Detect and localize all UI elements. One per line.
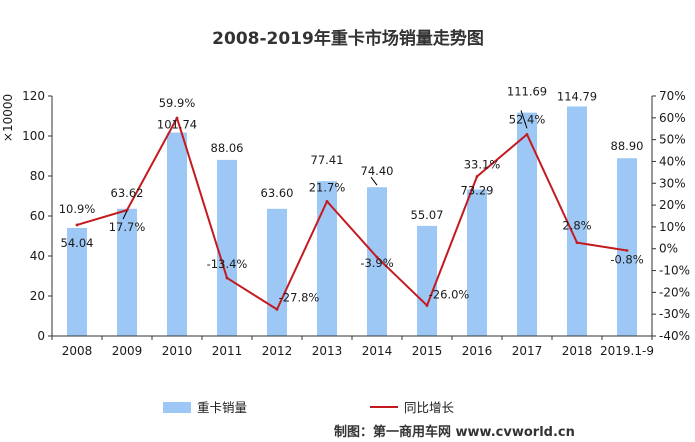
line-point <box>375 255 379 259</box>
right-tick-label: 70% <box>659 89 686 103</box>
right-y-axis: -40% -30% -20% -10% 0% 10% 20% 30% 40% 50% 60% 70% <box>651 89 690 343</box>
line-value-label: 52.4% <box>509 112 546 126</box>
chart-title: 2008-2019年重卡市场销量走势图 <box>212 28 484 49</box>
x-tick-label: 2018 <box>562 344 593 358</box>
bar <box>417 225 437 336</box>
bar <box>167 132 187 336</box>
right-tick-label: 30% <box>659 176 686 190</box>
x-tick-label: 2015 <box>412 344 443 358</box>
line-value-label: 21.7% <box>309 180 346 194</box>
bar-value-label: 74.40 <box>361 164 394 178</box>
line-point <box>425 304 429 307</box>
label-leader-line <box>370 176 378 186</box>
legend-line-label: 同比增长 <box>404 400 455 415</box>
left-tick-label: 100 <box>22 129 45 143</box>
x-tick-label: 2019.1-9 <box>600 344 654 358</box>
bar-value-label: 77.41 <box>311 153 344 167</box>
bar <box>517 112 537 337</box>
right-tick-label: 10% <box>659 220 686 234</box>
chart-source: 制图：第一商用车网 www.cvworld.cn <box>334 424 575 440</box>
x-tick-label: 2011 <box>212 344 243 358</box>
bar-value-label: 54.04 <box>61 236 94 250</box>
bar-value-label: 73.29 <box>461 183 494 197</box>
line-point <box>125 208 129 212</box>
x-tick-label: 2009 <box>112 344 143 358</box>
legend-bar-swatch <box>163 402 191 413</box>
x-tick-label: 2017 <box>512 344 543 358</box>
legend: 重卡销量 同比增长 <box>163 400 455 415</box>
line-value-label: -0.8% <box>610 252 643 266</box>
line-value-label: -13.4% <box>207 257 248 271</box>
x-tick-label: 2016 <box>462 344 493 358</box>
line-point <box>75 223 79 227</box>
left-tick-label: 60 <box>30 209 45 223</box>
bar <box>217 159 237 336</box>
line-value-label: 10.9% <box>59 202 96 216</box>
left-tick-label: 40 <box>30 249 45 263</box>
bar-value-label: 88.90 <box>611 139 644 153</box>
right-tick-label: -20% <box>659 285 690 299</box>
right-tick-label: -10% <box>659 264 690 278</box>
left-tick-label: 80 <box>30 169 45 183</box>
right-tick-label: 40% <box>659 154 686 168</box>
x-tick-label: 2008 <box>62 344 93 358</box>
line-point <box>325 199 329 203</box>
bar-data-labels: 54.04 63.62 101.74 88.06 63.60 77.41 74.40 55.0… <box>61 85 644 250</box>
x-tick-label: 2012 <box>262 344 293 358</box>
right-tick-label: 20% <box>659 198 686 212</box>
bar-value-label: 55.07 <box>411 208 444 222</box>
bar <box>117 208 137 336</box>
x-tick-label: 2013 <box>312 344 343 358</box>
bar <box>617 158 637 336</box>
right-tick-label: -40% <box>659 329 690 343</box>
label-leader-line <box>122 210 128 220</box>
bar <box>267 208 287 336</box>
bar-value-label: 63.62 <box>111 186 144 200</box>
bar-value-label: 114.79 <box>557 89 597 103</box>
line-value-label: 59.9% <box>159 96 196 110</box>
bar <box>467 189 487 336</box>
line-point <box>625 249 629 252</box>
bar <box>67 227 87 336</box>
line-value-label: 2.8% <box>562 219 591 233</box>
line-point <box>225 276 229 280</box>
line-value-label: -26.0% <box>429 287 470 301</box>
label-leader-line <box>520 110 528 129</box>
bar <box>367 187 387 336</box>
right-tick-label: 60% <box>659 111 686 125</box>
left-y-axis: 0 20 40 60 80 100 120 <box>22 89 53 343</box>
bar-value-label: 63.60 <box>261 186 294 200</box>
x-tick-label: 2014 <box>362 344 393 358</box>
bar-value-label: 88.06 <box>211 141 244 155</box>
bar-value-label: 111.69 <box>507 85 547 99</box>
y-axis-unit: ×10000 <box>1 94 15 142</box>
right-tick-label: 50% <box>659 133 686 147</box>
line-data-labels: 10.9% 17.7% 59.9% -13.4% -27.8% 21.7% -3.9% -26… <box>59 96 644 304</box>
left-tick-label: 20 <box>30 289 45 303</box>
bar <box>317 181 337 336</box>
bar-series <box>67 106 637 337</box>
bar <box>567 106 587 336</box>
line-point <box>575 241 579 245</box>
bar-value-label: 101.74 <box>157 118 197 132</box>
line-point <box>475 175 479 178</box>
line-point <box>175 116 179 120</box>
left-tick-label: 120 <box>22 89 45 103</box>
line-value-label: -3.9% <box>360 256 393 270</box>
x-axis: 2008 2009 2010 2011 2012 2013 2014 2015 2016 2017… <box>51 335 654 358</box>
left-tick-label: 0 <box>37 329 45 343</box>
growth-line <box>76 117 628 311</box>
x-tick-label: 2010 <box>162 344 193 358</box>
line-value-label: 17.7% <box>109 220 146 234</box>
line-point <box>275 307 279 311</box>
legend-bar-label: 重卡销量 <box>197 400 247 415</box>
line-series <box>75 116 629 311</box>
right-tick-label: -30% <box>659 307 690 321</box>
line-value-label: -27.8% <box>279 290 320 304</box>
line-value-label: 33.1% <box>464 158 501 172</box>
right-tick-label: 0% <box>659 242 678 256</box>
line-point <box>525 133 529 136</box>
